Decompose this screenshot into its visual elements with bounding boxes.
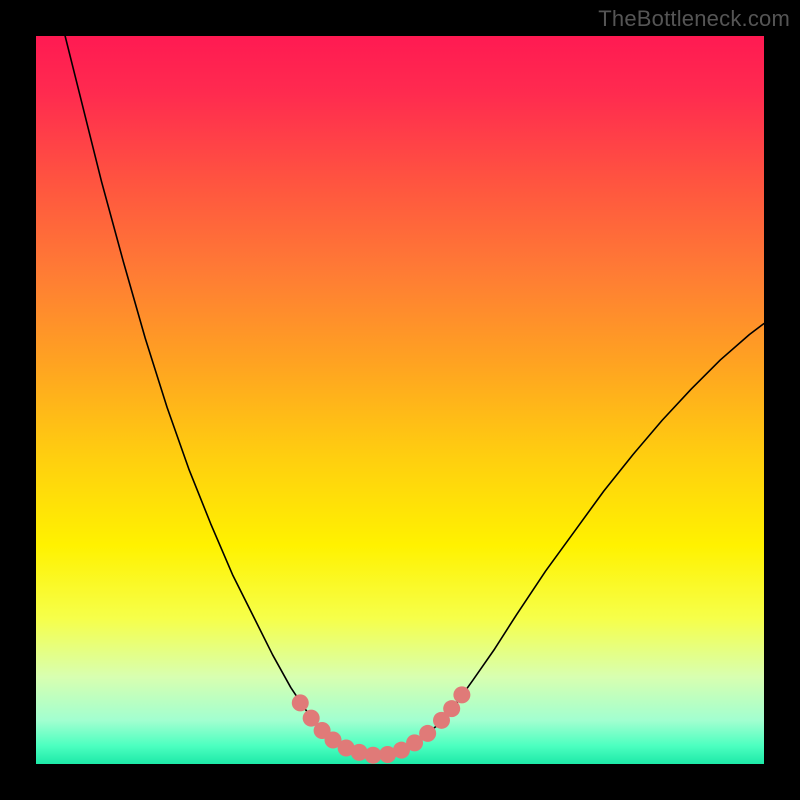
chart-container xyxy=(36,36,764,764)
highlight-marker xyxy=(453,686,470,703)
highlight-marker xyxy=(419,725,436,742)
highlight-marker xyxy=(443,700,460,717)
watermark-text: TheBottleneck.com xyxy=(598,6,790,32)
highlight-marker xyxy=(365,747,382,764)
chart-background xyxy=(36,36,764,764)
bottleneck-curve-chart xyxy=(36,36,764,764)
highlight-marker xyxy=(292,694,309,711)
